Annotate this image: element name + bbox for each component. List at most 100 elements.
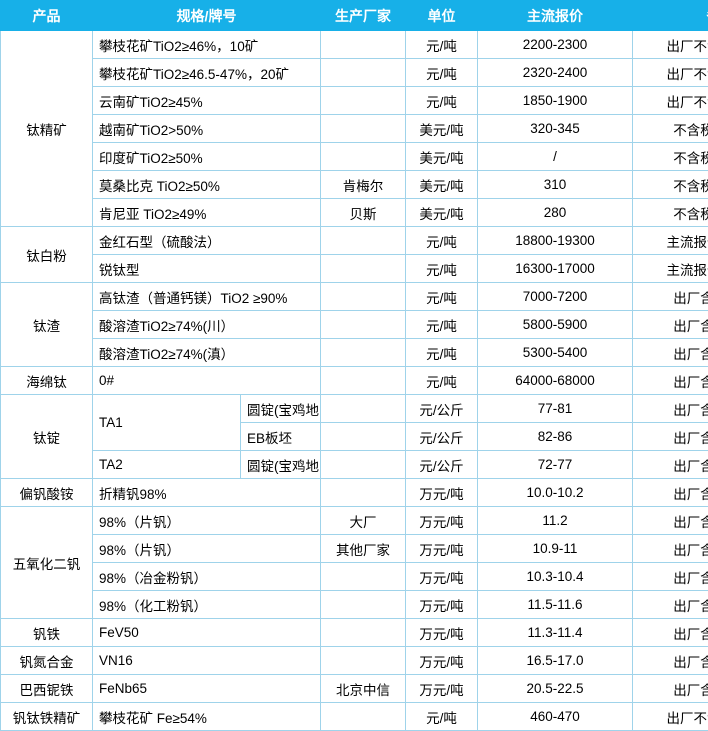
unit-cell: 万元/吨 <box>405 674 479 703</box>
product-cell: 钛白粉 <box>0 226 93 283</box>
column-header-product: 产品 <box>0 0 93 31</box>
column-header-spec: 规格/牌号 <box>91 0 322 31</box>
unit-cell: 美元/吨 <box>405 198 479 227</box>
spec-cell: 98%（片钒） <box>91 534 322 563</box>
unit-cell: 美元/吨 <box>405 114 479 143</box>
spec-cell: 攀枝花矿TiO2≥46%，10矿 <box>91 30 322 59</box>
spec-cell: 98%（化工粉钒） <box>91 590 322 619</box>
spec-detail-cell: EB板坯 <box>239 422 322 451</box>
manufacturer-cell <box>320 702 407 731</box>
spec-cell: 云南矿TiO2≥45% <box>91 86 322 115</box>
table-row: 98%（冶金粉钒） 万元/吨10.3-10.4出厂含税现金价 <box>1 562 708 591</box>
spec-cell: VN16 <box>91 646 322 675</box>
note-cell: 出厂不含税现金价 <box>632 86 708 115</box>
note-cell: 不含税港口交货 <box>632 114 708 143</box>
product-cell: 五氧化二钒 <box>0 506 93 619</box>
price-cell: 11.5-11.6 <box>477 590 634 619</box>
manufacturer-cell: 贝斯 <box>320 198 407 227</box>
column-header-unit: 单位 <box>405 0 479 31</box>
product-cell: 钒氮合金 <box>0 646 93 675</box>
unit-cell: 万元/吨 <box>405 590 479 619</box>
price-cell: 10.0-10.2 <box>477 478 634 507</box>
price-cell: 5300-5400 <box>477 338 634 367</box>
product-cell: 海绵钛 <box>0 366 93 395</box>
spec-cell: 酸溶渣TiO2≥74%(滇） <box>91 338 322 367</box>
note-cell: 不含税港口交货 <box>632 198 708 227</box>
unit-cell: 元/吨 <box>405 338 479 367</box>
manufacturer-cell <box>320 366 407 395</box>
note-cell: 出厂含税现金价 <box>632 618 708 647</box>
unit-cell: 万元/吨 <box>405 618 479 647</box>
product-cell: 偏钒酸铵 <box>0 478 93 507</box>
price-cell: 2320-2400 <box>477 58 634 87</box>
note-cell: 出厂含税现金价 <box>632 562 708 591</box>
manufacturer-cell <box>320 394 407 423</box>
note-cell: 不含税港口交货 <box>632 170 708 199</box>
unit-cell: 元/吨 <box>405 282 479 311</box>
note-cell: 出厂含税承兑价 <box>632 506 708 535</box>
column-header-manufacturer: 生产厂家 <box>320 0 407 31</box>
product-cell: 钛精矿 <box>0 30 93 227</box>
manufacturer-cell <box>320 30 407 59</box>
note-cell: 出厂含税现金价 <box>632 590 708 619</box>
manufacturer-cell <box>320 646 407 675</box>
price-cell: 5800-5900 <box>477 310 634 339</box>
spec-cell: 酸溶渣TiO2≥74%(川） <box>91 310 322 339</box>
note-cell: 出厂含税现金价 <box>632 478 708 507</box>
price-cell: 16.5-17.0 <box>477 646 634 675</box>
spec-cell: 98%（冶金粉钒） <box>91 562 322 591</box>
unit-cell: 元/吨 <box>405 30 479 59</box>
spec-cell: 高钛渣（普通钙镁）TiO2 ≥90% <box>91 282 322 311</box>
price-cell: 16300-17000 <box>477 254 634 283</box>
note-cell: 出厂含税承兑价 <box>632 310 708 339</box>
price-cell: 280 <box>477 198 634 227</box>
price-cell: 11.3-11.4 <box>477 618 634 647</box>
column-header-price: 主流报价 <box>477 0 634 31</box>
unit-cell: 万元/吨 <box>405 562 479 591</box>
unit-cell: 元/吨 <box>405 310 479 339</box>
manufacturer-cell <box>320 282 407 311</box>
manufacturer-cell <box>320 254 407 283</box>
spec-cell: FeV50 <box>91 618 322 647</box>
spec-grade-cell: TA1 <box>92 394 241 451</box>
manufacturer-cell: 其他厂家 <box>320 534 407 563</box>
unit-cell: 美元/吨 <box>405 170 479 199</box>
note-cell: 出厂含税现金价 <box>632 450 708 479</box>
unit-cell: 万元/吨 <box>405 506 479 535</box>
price-cell: 20.5-22.5 <box>477 674 634 703</box>
product-cell: 巴西铌铁 <box>0 674 93 703</box>
note-cell: 出厂不含税现金价 <box>632 702 708 731</box>
manufacturer-cell <box>320 114 407 143</box>
unit-cell: 元/公斤 <box>405 450 479 479</box>
manufacturer-cell <box>320 422 407 451</box>
unit-cell: 美元/吨 <box>405 142 479 171</box>
manufacturer-cell <box>320 142 407 171</box>
spec-cell: 折精钒98% <box>91 478 322 507</box>
table-row: 攀枝花矿TiO2≥46.5-47%，20矿 元/吨2320-2400出厂不含税承兑… <box>1 58 708 87</box>
price-cell: 320-345 <box>477 114 634 143</box>
unit-cell: 元/公斤 <box>405 394 479 423</box>
note-cell: 出厂含税承兑价 <box>632 282 708 311</box>
spec-grade-cell: TA2 <box>92 450 241 479</box>
unit-cell: 万元/吨 <box>405 534 479 563</box>
price-cell: / <box>477 142 634 171</box>
spec-cell: FeNb65 <box>91 674 322 703</box>
product-cell: 钒铁 <box>0 618 93 647</box>
spec-cell: 肯尼亚 TiO2≥49% <box>91 198 322 227</box>
product-cell: 钛渣 <box>0 282 93 367</box>
unit-cell: 元/吨 <box>405 254 479 283</box>
price-cell: 77-81 <box>477 394 634 423</box>
spec-cell: 攀枝花矿 Fe≥54% <box>91 702 322 731</box>
